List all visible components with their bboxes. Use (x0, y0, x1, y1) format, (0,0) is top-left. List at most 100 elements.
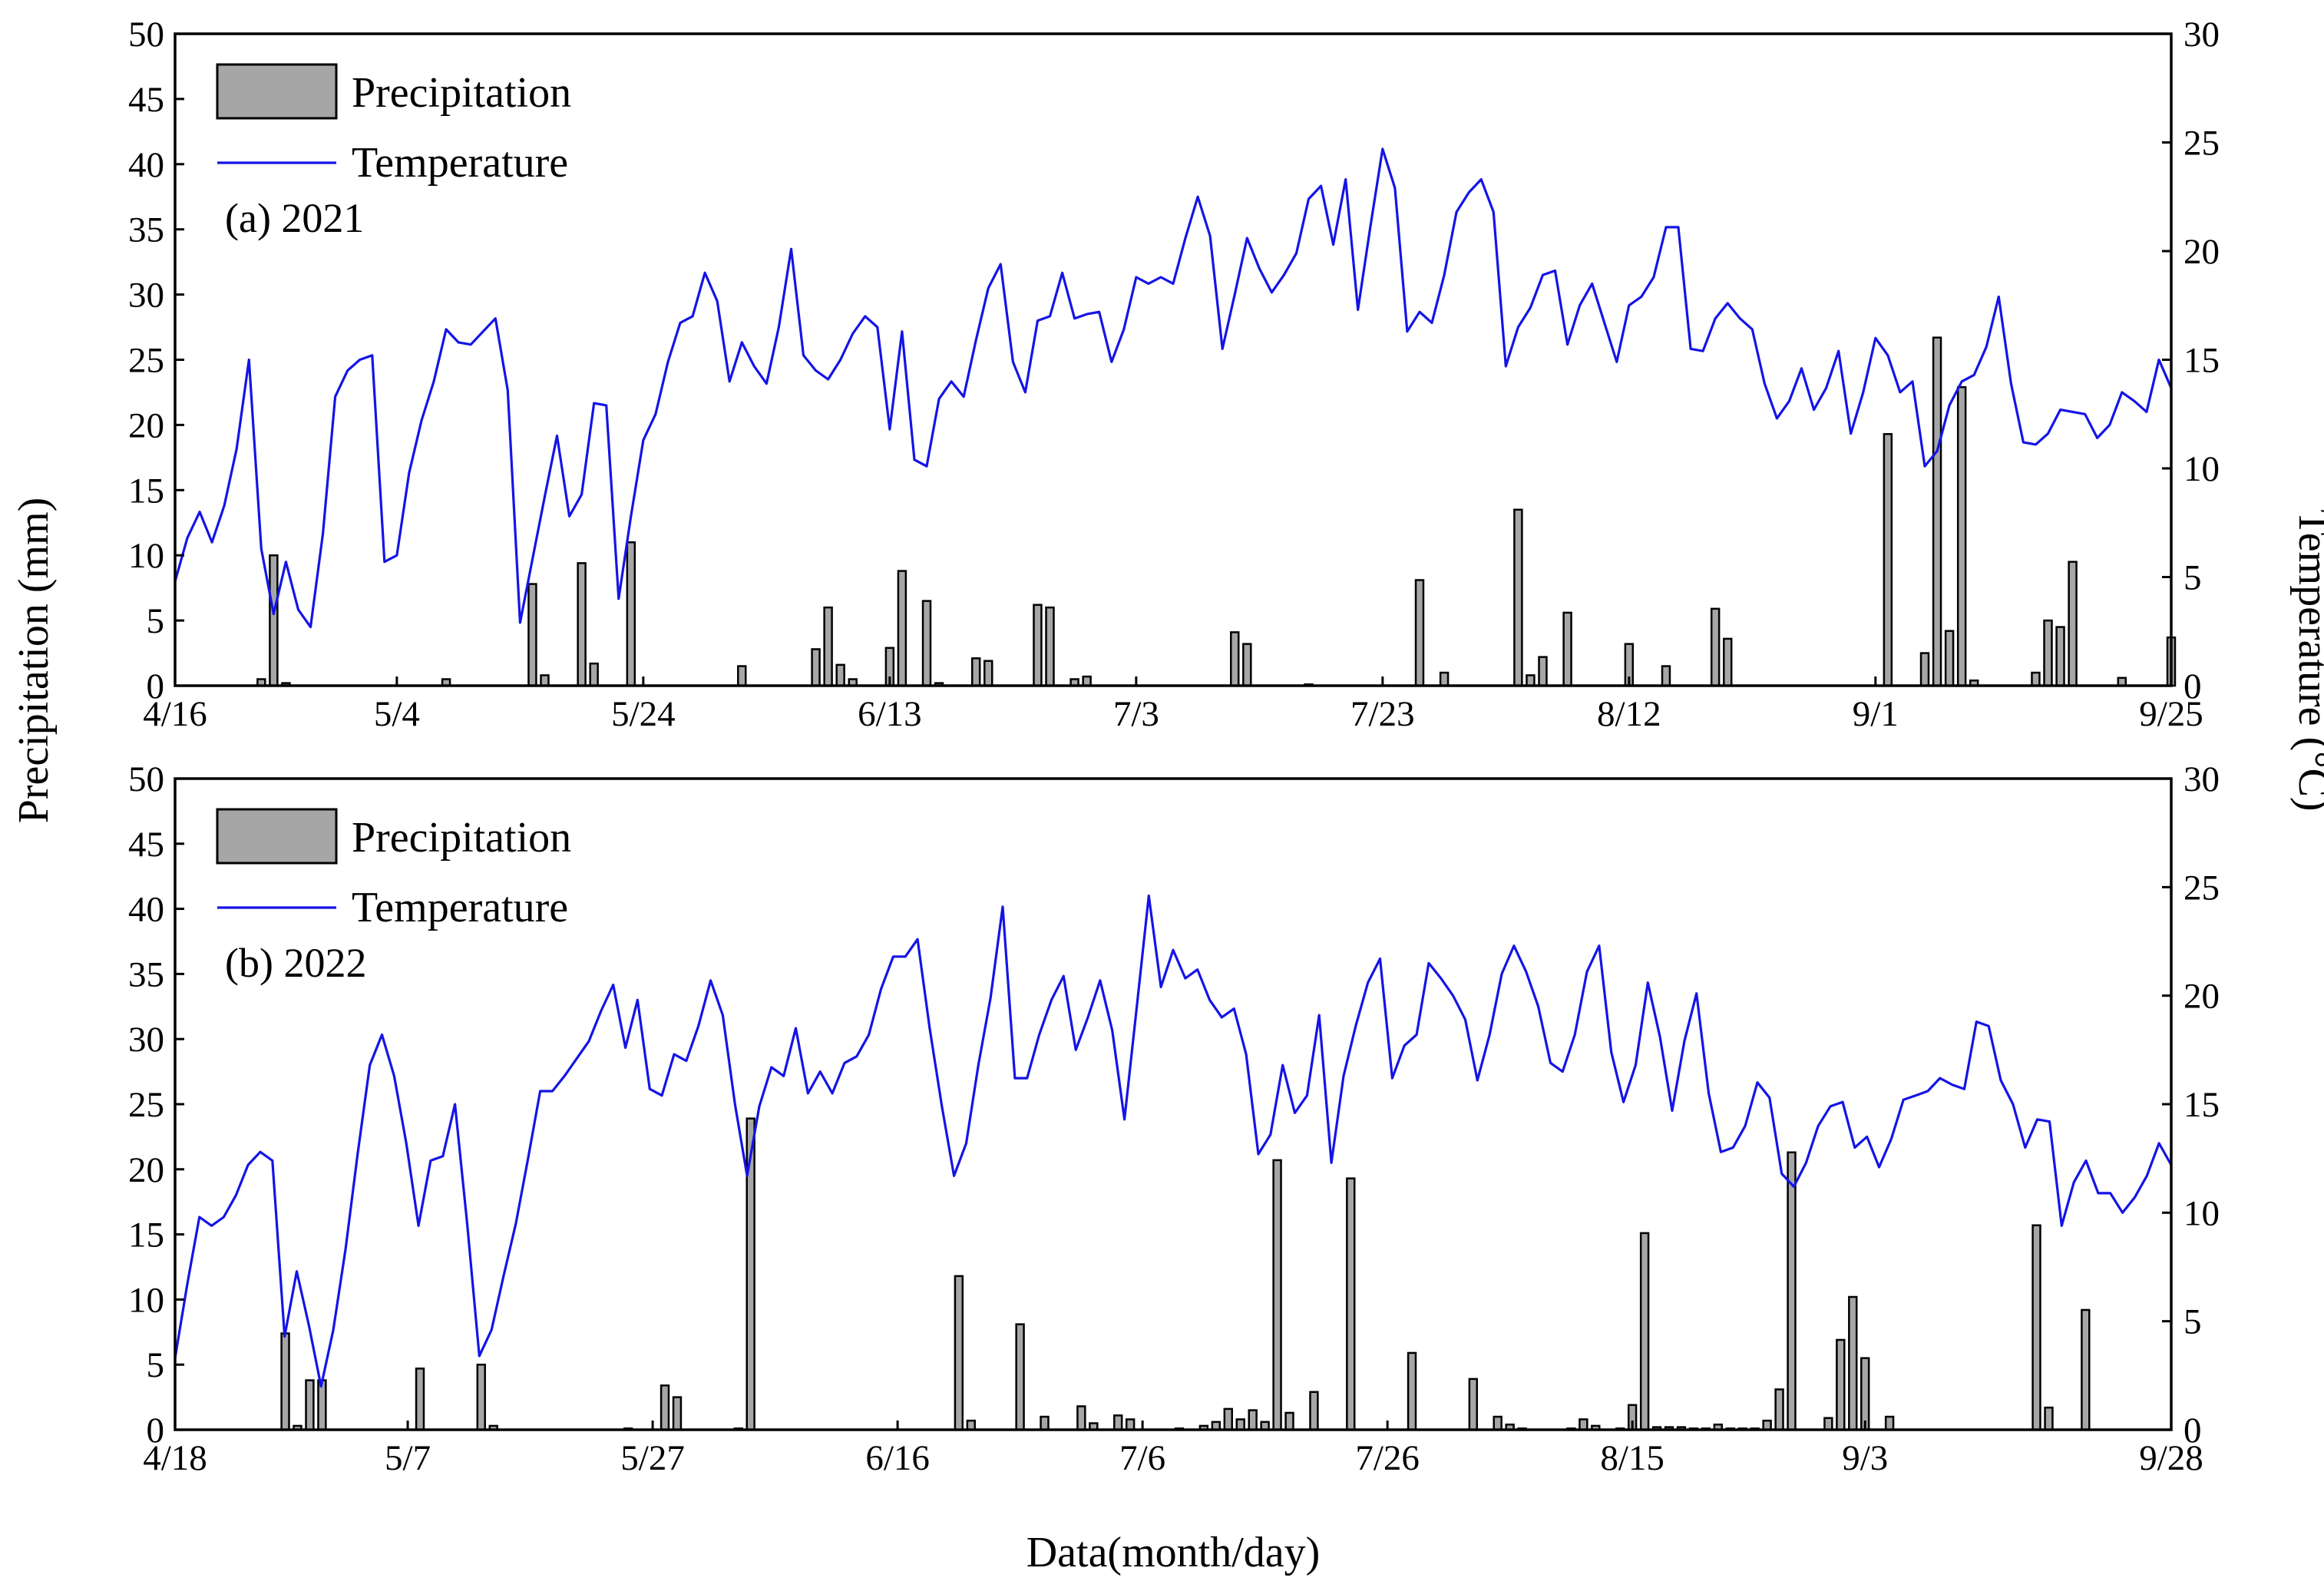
precip-bar (1513, 508, 1523, 687)
x-tick-label: 9/1 (1853, 694, 1899, 734)
x-tick-label: 5/27 (620, 1438, 685, 1478)
y2-tick-label: 10 (2184, 1193, 2220, 1233)
y-tick-label: 35 (128, 954, 164, 994)
precip-bar (626, 541, 636, 687)
x-tick-label: 6/13 (858, 694, 922, 734)
precip-bar (1639, 1232, 1650, 1431)
legend-precipitation-swatch (216, 808, 338, 865)
precip-bar (269, 554, 279, 687)
precip-bar (1346, 1177, 1356, 1431)
y2-tick-label: 25 (2184, 868, 2220, 908)
y-tick-label: 40 (128, 890, 164, 930)
precip-bar (1762, 1419, 1772, 1431)
precip-bar (954, 1275, 964, 1431)
precip-bar (1015, 1323, 1025, 1431)
precip-bar (2043, 619, 2053, 687)
x-tick-label: 9/25 (2139, 694, 2203, 734)
axis-ticks-2021: 0 5 10 15 20 25 30 35 40 45 50 0 5 10 15 20 25 30 4/16 5/4 5… (128, 15, 2220, 734)
x-tick-label: 9/28 (2139, 1438, 2203, 1478)
y-tick-label: 30 (128, 276, 164, 316)
y2-tick-label: 15 (2184, 1085, 2220, 1125)
precip-bar (1033, 604, 1043, 687)
precip-bar (1235, 1418, 1245, 1431)
x-tick-label: 8/15 (1600, 1438, 1664, 1478)
precip-bar (1493, 1415, 1503, 1431)
precip-bar (1562, 611, 1572, 687)
y-tick-label: 10 (128, 1280, 164, 1320)
x-tick-label: 4/18 (143, 1438, 207, 1478)
precip-bar (1661, 665, 1671, 687)
precip-bar (1223, 1407, 1233, 1431)
chart-panel-2022: 0 5 10 15 20 25 30 35 40 45 50 0 5 10 15 20 25 30 4/18 5/7 5… (128, 759, 2220, 1576)
precip-bar (1040, 1415, 1050, 1431)
legend-precipitation-label: Precipitation (352, 69, 571, 117)
precip-bar (823, 606, 833, 687)
precip-bar (835, 663, 845, 687)
x-tick-label: 6/16 (865, 1438, 930, 1478)
precip-bar (1082, 675, 1092, 687)
precip-bar (1538, 656, 1548, 687)
y2-tick-label: 30 (2184, 15, 2220, 55)
legend-temperature-label: Temperature (352, 884, 568, 931)
y2-tick-label: 30 (2184, 759, 2220, 799)
precip-bar (1956, 385, 1967, 687)
precip-bar (1774, 1388, 1784, 1431)
precip-bar (897, 570, 907, 687)
y2-tick-label: 20 (2184, 232, 2220, 272)
y-tick-label: 30 (128, 1020, 164, 1060)
precip-bar (1230, 631, 1240, 687)
precip-bar (970, 657, 981, 687)
precip-bar (1242, 643, 1252, 687)
y-tick-label: 10 (128, 536, 164, 576)
precip-bar (305, 1379, 315, 1431)
y-tick-label: 15 (128, 471, 164, 511)
y-tick-label: 0 (147, 1411, 165, 1450)
precip-bar (2055, 626, 2065, 687)
precip-bar (2044, 1406, 2054, 1431)
precip-bar (811, 648, 821, 687)
precip-bar (1125, 1418, 1136, 1431)
precipitation-bars-2022 (280, 1117, 2091, 1431)
precip-bar (1932, 336, 1942, 687)
y-tick-label: 50 (128, 15, 164, 55)
precip-bar (672, 1396, 683, 1431)
precip-bar (317, 1379, 327, 1431)
y2-tick-label: 0 (2184, 1411, 2202, 1450)
x-axis-label: Data(month/day) (1026, 1529, 1321, 1576)
precip-bar (966, 1419, 977, 1431)
y-tick-label: 20 (128, 1150, 164, 1190)
x-tick-label: 7/26 (1355, 1438, 1420, 1478)
precip-bar (527, 583, 537, 687)
x-tick-label: 4/16 (143, 694, 207, 734)
y-tick-label: 0 (147, 666, 165, 706)
precip-bar (1272, 1159, 1282, 1431)
precip-bar (660, 1384, 670, 1431)
precip-bar (1468, 1378, 1478, 1431)
precip-bar (1439, 671, 1450, 687)
y-axis-label-right: Temperature (°C) (2289, 509, 2324, 811)
y-tick-label: 5 (147, 1345, 165, 1385)
precip-bar (589, 662, 599, 687)
y-tick-label: 25 (128, 1085, 164, 1125)
precip-bar (1045, 606, 1055, 687)
panel-label-2022: (b) 2022 (225, 940, 366, 986)
precip-bar (921, 600, 932, 687)
precip-bar (1414, 579, 1425, 687)
precip-bar (1860, 1357, 1870, 1431)
axis-ticks-2022: 0 5 10 15 20 25 30 35 40 45 50 0 5 10 15 20 25 30 4/18 5/7 5… (128, 759, 2220, 1478)
precip-bar (2068, 561, 2078, 687)
precip-bar (1284, 1411, 1294, 1431)
precip-bar (1883, 433, 1893, 687)
precip-bar (983, 660, 993, 687)
y2-tick-label: 5 (2184, 1302, 2202, 1342)
legend-precipitation-label: Precipitation (352, 814, 571, 862)
y2-tick-label: 20 (2184, 977, 2220, 1017)
precip-bar (1836, 1338, 1846, 1431)
x-tick-label: 5/7 (385, 1438, 431, 1478)
precip-bar (2031, 1224, 2041, 1431)
legend-2021: Precipitation Temperature (216, 63, 571, 187)
precip-bar (1407, 1351, 1417, 1431)
y2-tick-label: 25 (2184, 124, 2220, 164)
precip-bar (2081, 1308, 2091, 1431)
